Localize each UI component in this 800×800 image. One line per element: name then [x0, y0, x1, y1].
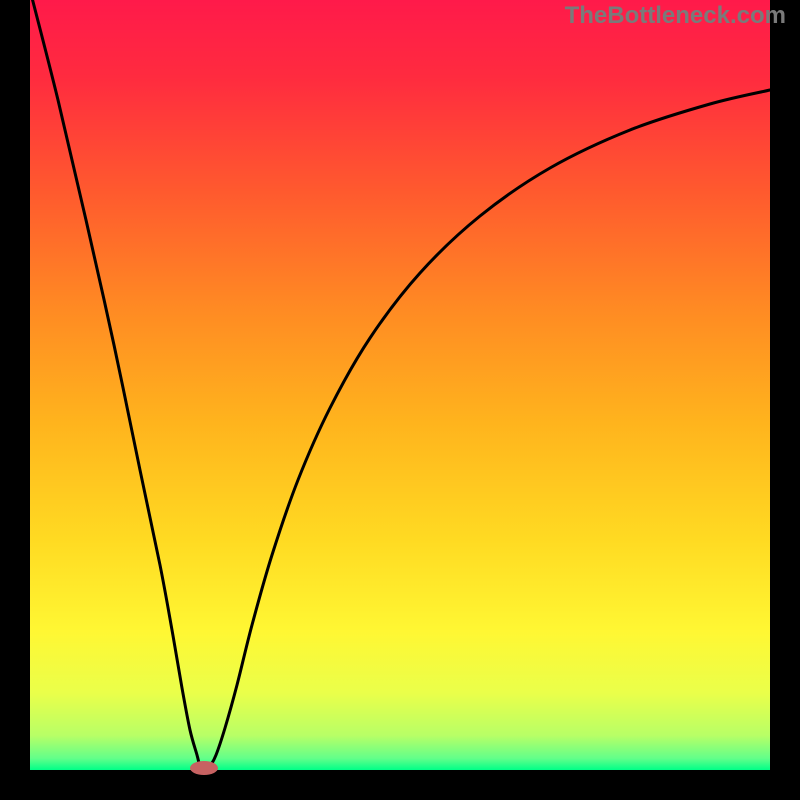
chart-axes-border — [0, 0, 800, 800]
watermark-label: TheBottleneck.com — [565, 2, 786, 29]
chart-container: TheBottleneck.com — [0, 0, 800, 800]
watermark-text: TheBottleneck.com — [565, 2, 786, 30]
